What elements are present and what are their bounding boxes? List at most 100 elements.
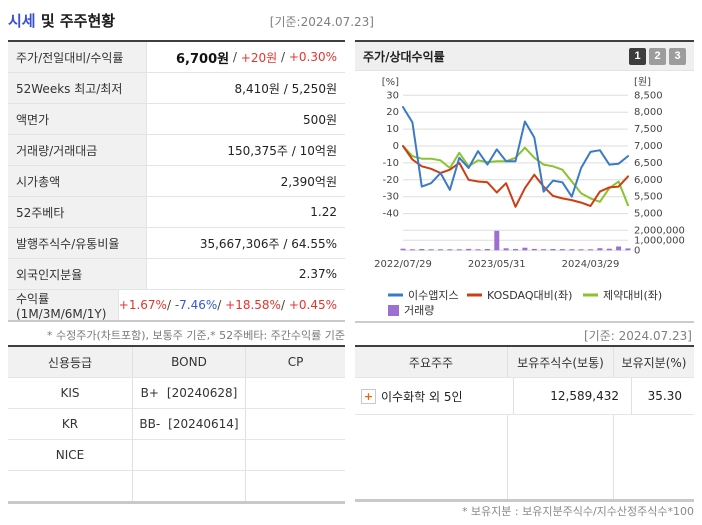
svg-text:2,000,000: 2,000,000: [634, 225, 685, 236]
quote-value: 2.37%: [298, 267, 337, 281]
page-title: 시세 및 주주현황: [8, 10, 115, 31]
chart-button-3[interactable]: 3: [669, 47, 686, 65]
separator: /: [166, 298, 175, 312]
credit-row-kis: KIS B+ [20240628]: [8, 378, 345, 409]
expand-plus-icon[interactable]: +: [361, 388, 376, 404]
holder-name-cell: + 이수화학 외 5인: [355, 378, 514, 414]
chart-panel: 주가/상대수익률 1 2 3 30 8,500 20 8,000 10 7,500 0 7,0…: [355, 40, 694, 344]
bond-rating: [133, 471, 246, 501]
price-change-pct: +0.30%: [288, 50, 337, 64]
holder-row-empty: [355, 415, 694, 499]
svg-text:10: 10: [386, 124, 399, 135]
cp-rating: [246, 440, 345, 470]
svg-text:-30: -30: [383, 192, 399, 203]
bond-rating: B+ [20240628]: [133, 378, 246, 408]
quote-label: 시가총액: [8, 166, 147, 196]
credit-row-kr: KR BB- [20240614]: [8, 409, 345, 440]
current-price: 6,700원: [176, 51, 230, 67]
svg-text:2022/07/29: 2022/07/29: [374, 259, 432, 270]
quote-value: 8,410원 / 5,250원: [234, 81, 337, 96]
price-change: +20원: [240, 50, 278, 65]
svg-text:-40: -40: [383, 209, 399, 220]
holders-footnote: * 보유지분 : 보유지분주식수/지수산정주식수*100: [461, 505, 694, 518]
holder-shares: [508, 415, 614, 499]
svg-text:-10: -10: [383, 158, 399, 169]
svg-text:KOSDAQ대비(좌): KOSDAQ대비(좌): [487, 289, 572, 302]
agency-name: NICE: [8, 440, 133, 470]
chart-period-buttons: 1 2 3: [629, 47, 686, 65]
separator: /: [217, 298, 226, 312]
cp-rating: [246, 378, 345, 408]
svg-text:7,000: 7,000: [634, 141, 663, 152]
svg-text:거래량: 거래량: [404, 304, 434, 317]
return-6m: +18.58%: [225, 298, 281, 312]
cp-rating: [246, 409, 345, 439]
svg-text:2024/03/29: 2024/03/29: [562, 259, 620, 270]
quote-row-parvalue: 액면가 500원: [8, 104, 345, 135]
holders-table-header: 주요주주 보유주식수(보통) 보유지분(%): [355, 347, 694, 378]
quote-row-foreign: 외국인지분율 2.37%: [8, 259, 345, 290]
svg-text:0: 0: [634, 245, 640, 256]
bond-grade: BB-: [139, 417, 161, 431]
as-of-date-top: [기준:2024.07.23]: [269, 15, 374, 29]
chart-title: 주가/상대수익률: [363, 49, 445, 64]
agency-name: [8, 471, 133, 501]
quote-value: 1.22: [310, 205, 337, 219]
chart-header: 주가/상대수익률 1 2 3: [355, 42, 694, 71]
quote-row-price: 주가/전일대비/수익률 6,700원 / +20원 / +0.30%: [8, 42, 345, 73]
header-cp: CP: [287, 355, 304, 369]
separator: /: [277, 50, 289, 64]
quote-row-returns: 수익률 (1M/3M/6M/1Y) +1.67% / -7.46% / +18.58…: [8, 290, 345, 321]
svg-text:1,000,000: 1,000,000: [634, 235, 685, 246]
header-major-shareholder: 주요주주: [355, 347, 508, 377]
cp-rating: [246, 471, 345, 501]
separator: /: [229, 50, 241, 64]
quote-label: 주가/전일대비/수익률: [8, 42, 147, 72]
holder-shares: 12,589,432: [514, 378, 632, 414]
quote-row-52w: 52Weeks 최고/최저 8,410원 / 5,250원: [8, 73, 345, 104]
quote-value: 500원: [303, 112, 337, 127]
quote-value: 35,667,306주 / 64.55%: [199, 236, 337, 251]
svg-text:이수앱지스: 이수앱지스: [408, 289, 459, 302]
quote-footnote: * 수정주가(차트포함), 보통주 기준,* 52주베타: 주간수익률 기준: [46, 329, 345, 342]
svg-text:[원]: [원]: [634, 76, 651, 88]
page-title-rest: 및 주주현황: [35, 12, 116, 30]
svg-text:5,500: 5,500: [634, 192, 663, 203]
quote-label: 액면가: [8, 104, 147, 134]
page-title-accent: 시세: [8, 12, 36, 30]
quote-label: 거래량/거래대금: [8, 135, 147, 165]
bond-grade: B+: [140, 386, 159, 400]
return-3m: -7.46%: [174, 298, 218, 312]
quote-label: 수익률 (1M/3M/6M/1Y): [8, 290, 119, 321]
major-shareholders-table: 주요주주 보유주식수(보통) 보유지분(%) + 이수화학 외 5인 12,58…: [355, 345, 694, 502]
quote-row-marketcap: 시가총액 2,390억원: [8, 166, 345, 197]
return-1y: +0.45%: [288, 298, 337, 312]
bond-rating: BB- [20240614]: [133, 409, 246, 439]
header-rating-agency: 신용등급: [8, 347, 133, 377]
divider: [355, 321, 694, 323]
quote-value: 2,390억원: [280, 174, 337, 189]
return-1m: +1.67%: [118, 298, 167, 312]
holder-name: 이수화학 외 5인: [381, 389, 463, 404]
quote-row-volume: 거래량/거래대금 150,375주 / 10억원: [8, 135, 345, 166]
quote-row-beta: 52주베타 1.22: [8, 197, 345, 228]
svg-text:[%]: [%]: [382, 77, 399, 88]
chart-button-1[interactable]: 1: [629, 47, 646, 65]
svg-text:0: 0: [393, 141, 399, 152]
header-shares-held: 보유주식수(보통): [508, 347, 614, 377]
quote-value: 150,375주 / 10억원: [227, 143, 337, 158]
bond-date: [20240628]: [166, 386, 238, 400]
credit-row-nice: NICE: [8, 440, 345, 471]
bond-date: [20240614]: [168, 417, 239, 431]
quote-table: 주가/전일대비/수익률 6,700원 / +20원 / +0.30% 52Wee…: [8, 40, 345, 322]
svg-text:7,500: 7,500: [634, 124, 663, 135]
holder-name-cell: [355, 415, 508, 499]
holder-ratio: [614, 415, 694, 499]
holder-row: + 이수화학 외 5인 12,589,432 35.30: [355, 378, 694, 415]
chart-button-2[interactable]: 2: [649, 47, 666, 65]
svg-text:8,000: 8,000: [634, 107, 663, 118]
svg-text:5,000: 5,000: [634, 209, 663, 220]
svg-text:6,000: 6,000: [634, 175, 663, 186]
as-of-date-chart: [기준: 2024.07.23]: [583, 329, 692, 343]
svg-text:-20: -20: [383, 175, 399, 186]
